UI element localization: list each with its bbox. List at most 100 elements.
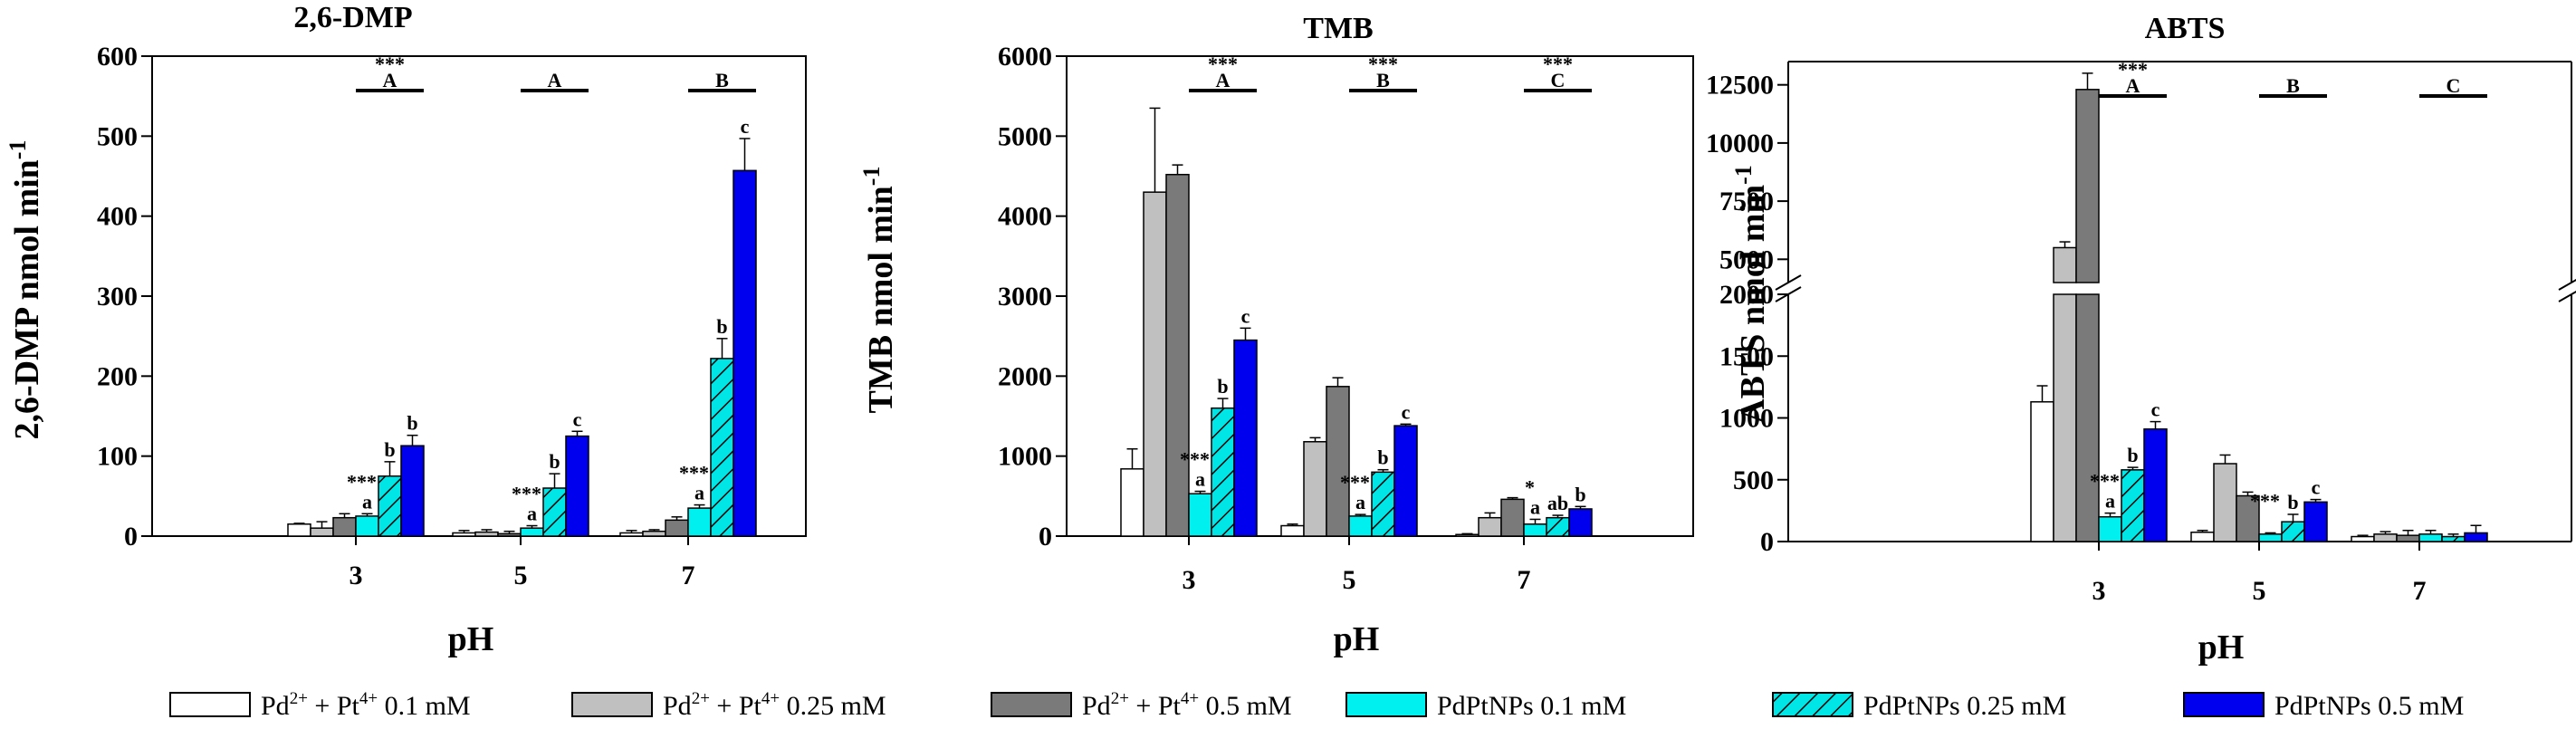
group-stars: ***	[2118, 58, 2148, 81]
group-letter: B	[1376, 69, 1390, 91]
chart-title: TMB	[1303, 12, 1373, 45]
legend-label-part: Pd	[261, 691, 290, 721]
bar	[378, 475, 402, 537]
y-tick-label: 1500	[1719, 341, 1774, 371]
bar	[1455, 533, 1480, 537]
bar	[565, 435, 589, 537]
group-letter: A	[548, 69, 562, 91]
x-axis-label: pH	[2198, 628, 2245, 667]
significance-letter: c	[2312, 476, 2321, 499]
bar	[400, 445, 425, 537]
y-tick-label: 5000	[1719, 245, 1774, 274]
bar	[687, 507, 712, 537]
significance-letter: b	[716, 315, 727, 338]
group-letter: C	[1551, 69, 1566, 91]
bar	[332, 516, 357, 537]
legend-label: Pd2+ + Pt4+ 0.1 mM	[261, 689, 471, 721]
bar-upper-segment	[2075, 89, 2100, 283]
legend-label: PdPtNPs 0.1 mM	[1437, 691, 1626, 721]
significance-letter: b	[1575, 483, 1585, 505]
bar	[2418, 533, 2443, 542]
x-tick-label: 3	[1183, 565, 1196, 595]
y-tick-label: 6000	[998, 42, 1052, 72]
bar	[542, 487, 567, 537]
legend-swatch	[991, 692, 1072, 717]
legend-label-part: 0.25 mM	[780, 691, 886, 721]
legend-label-sup: 2+	[692, 689, 710, 708]
bar	[520, 527, 544, 537]
legend: Pd2+ + Pt4+ 0.1 mM Pd2+ + Pt4+ 0.25 mM Pd2…	[169, 689, 2464, 721]
bar	[2030, 401, 2054, 542]
group-letter: A	[2126, 74, 2140, 97]
x-tick-label: 7	[1518, 565, 1531, 595]
y-tick-label: 200	[97, 361, 138, 391]
significance-letter: c	[573, 408, 582, 430]
y-tick-label: 2000	[1719, 280, 1774, 310]
legend-swatch	[1345, 692, 1427, 717]
y-axis-label: TMB nmol min-1	[858, 167, 900, 414]
x-tick-label: 3	[350, 561, 363, 590]
y-tick-label: 12500	[1706, 71, 1774, 101]
x-tick-label: 5	[514, 561, 528, 590]
significance-stars: ***	[2250, 489, 2280, 512]
bar	[1188, 493, 1212, 537]
significance-stars: *	[1525, 475, 1535, 498]
bar	[2213, 463, 2237, 542]
significance-letter: a	[1195, 468, 1205, 491]
y-tick-label: 1000	[998, 442, 1052, 472]
chart-panel-1: 0 100 200 300 400 500 600 2,6-DMP 2,6-DMP nmol m…	[5, 1, 807, 658]
group-stars: ***	[1208, 53, 1238, 75]
significance-letter: b	[549, 450, 560, 473]
bar	[310, 527, 334, 537]
x-tick-label: 5	[1343, 565, 1356, 595]
bar	[2075, 293, 2100, 542]
significance-stars: ***	[1340, 471, 1370, 494]
bar	[1568, 508, 1593, 537]
y-axis-label: 2,6-DMP nmol min-1	[5, 140, 46, 440]
bar	[710, 358, 734, 537]
significance-letter: c	[741, 115, 750, 138]
legend-label-sup: 2+	[1111, 689, 1129, 708]
bar	[619, 532, 644, 537]
bar	[1303, 441, 1327, 537]
significance-letter: c	[1241, 304, 1250, 327]
chart-panel-3: 5000750010000125000500100015002000ABTSAB…	[1706, 12, 2576, 667]
legend-label-part: Pd	[663, 691, 692, 721]
legend-label-sup: 4+	[359, 689, 378, 708]
chart-title: ABTS	[2145, 12, 2226, 45]
bar	[2258, 533, 2283, 542]
significance-letter: a	[1355, 491, 1365, 513]
y-axis-label-text: ABTS nmol min	[1734, 185, 1772, 424]
x-tick-label: 7	[2413, 576, 2427, 606]
bar	[287, 523, 311, 537]
legend-label: Pd2+ + Pt4+ 0.25 mM	[663, 689, 886, 721]
y-tick-label: 0	[1039, 522, 1052, 552]
y-tick-label: 10000	[1706, 129, 1774, 158]
bar	[2053, 293, 2077, 542]
chart-title: 2,6-DMP	[293, 1, 412, 34]
bar	[2190, 532, 2215, 542]
axis-break-mark	[1775, 274, 1802, 291]
bar	[665, 519, 689, 537]
legend-label-part: + Pt	[1129, 691, 1182, 721]
bar	[497, 532, 522, 537]
significance-letter: c	[1402, 400, 1411, 423]
significance-stars: ***	[347, 470, 377, 493]
legend-label-sup: 4+	[761, 689, 780, 708]
bar	[1233, 339, 1258, 537]
y-tick-label: 500	[97, 121, 138, 151]
bar	[1393, 425, 1418, 537]
legend-label-part: Pd	[1082, 691, 1111, 721]
bar	[2143, 428, 2168, 542]
bar	[733, 169, 757, 537]
y-tick-label: 4000	[998, 202, 1052, 232]
bar	[1211, 407, 1235, 537]
x-tick-label: 5	[2253, 576, 2266, 606]
significance-stars: ***	[679, 462, 709, 484]
significance-letter: b	[2127, 444, 2138, 466]
y-axis-label-sup: -1	[5, 140, 31, 160]
x-tick-label: 3	[2092, 576, 2106, 606]
legend-swatch	[169, 692, 251, 717]
group-letter: A	[1216, 69, 1231, 91]
bar	[2351, 535, 2375, 542]
